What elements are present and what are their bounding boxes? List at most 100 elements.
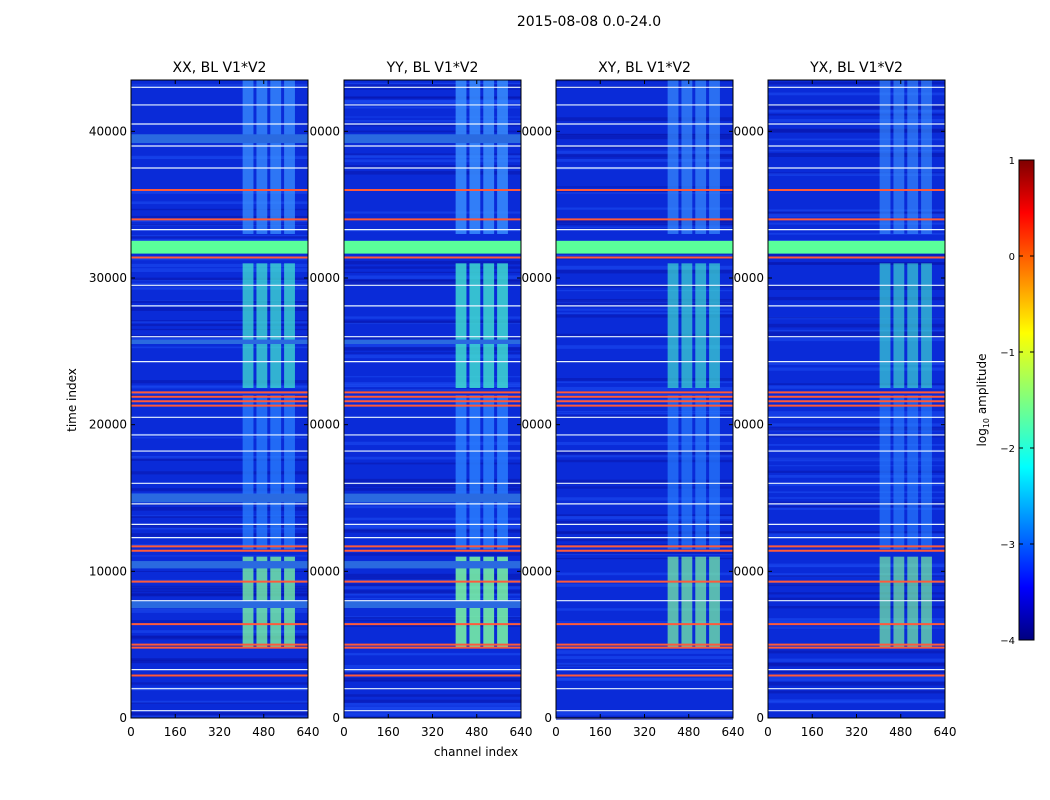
- bright-row: [344, 240, 521, 245]
- rfi-band-block: [681, 80, 693, 234]
- band-artifact: [131, 134, 308, 144]
- noise-row: [131, 607, 308, 611]
- rfi-band-block: [256, 263, 268, 388]
- noise-row: [556, 190, 733, 194]
- colorbar-tick-label: 0: [1009, 252, 1015, 263]
- colorbar-frame: [1018, 159, 1035, 641]
- y-axis-label: time index: [65, 368, 79, 432]
- rfi-band-block: [483, 395, 495, 550]
- noise-row: [131, 659, 308, 664]
- noise-row: [344, 337, 521, 340]
- bright-row: [131, 246, 308, 251]
- noise-row: [556, 454, 733, 458]
- noise-row: [556, 410, 733, 413]
- noise-row: [768, 209, 945, 212]
- colorbar-tick-label: −3: [1000, 540, 1015, 551]
- bright-row: [556, 243, 733, 248]
- band-artifact: [344, 339, 521, 344]
- noise-row: [768, 385, 945, 389]
- rfi-band-block: [709, 556, 720, 648]
- rfi-band-block: [455, 263, 467, 388]
- y-tick-label: 0000: [733, 124, 764, 138]
- noise-row: [131, 700, 308, 704]
- noise-row: [556, 452, 733, 456]
- noise-row: [556, 145, 733, 149]
- noise-row: [131, 437, 308, 439]
- noise-row: [131, 609, 308, 613]
- panels-group: XX, BL V1*V2 0 160 320 480 640 0 10000 20000 3000…: [89, 60, 957, 739]
- noise-row: [768, 470, 945, 473]
- noise-row: [131, 85, 308, 88]
- rfi-band-block: [469, 263, 481, 388]
- panel-2: YY, BL V1*V20 160 320 480 640000000000000000…: [309, 60, 532, 739]
- noise-row: [768, 173, 945, 176]
- noise-row: [344, 487, 521, 491]
- noise-row: [556, 441, 733, 446]
- y-tick-label: 0000: [309, 124, 340, 138]
- noise-row: [556, 253, 733, 255]
- noise-row: [344, 96, 521, 99]
- noise-row: [556, 394, 733, 396]
- noise-row: [344, 592, 521, 596]
- noise-row: [131, 630, 308, 633]
- rfi-band-block: [667, 263, 679, 388]
- noise-row: [131, 300, 308, 303]
- y-tick-label: 0000: [521, 418, 552, 432]
- noise-row: [344, 694, 521, 697]
- noise-row: [131, 236, 308, 239]
- noise-row: [768, 414, 945, 418]
- noise-row: [768, 457, 945, 462]
- noise-row: [768, 423, 945, 427]
- noise-row: [556, 186, 733, 188]
- colorbar-tick-label: −1: [1000, 348, 1015, 359]
- noise-row: [344, 398, 521, 402]
- band-artifact: [344, 600, 521, 608]
- noise-row: [131, 282, 308, 285]
- bright-row: [556, 240, 733, 245]
- noise-row: [556, 381, 733, 384]
- noise-row: [131, 555, 308, 557]
- noise-row: [131, 323, 308, 327]
- rfi-band-block: [284, 263, 295, 388]
- noise-row: [344, 354, 521, 359]
- rfi-band-block: [270, 395, 282, 550]
- panel-title: YX, BL V1*V2: [809, 60, 903, 76]
- rfi-band-block: [893, 556, 905, 648]
- noise-row: [131, 201, 308, 205]
- noise-row: [768, 626, 945, 629]
- noise-row: [556, 550, 733, 554]
- noise-row: [344, 271, 521, 274]
- rfi-band-block: [469, 80, 481, 234]
- bright-row: [131, 249, 308, 254]
- noise-row: [556, 553, 733, 555]
- noise-row: [556, 378, 733, 381]
- band-artifact: [131, 339, 308, 344]
- rfi-band-block: [270, 80, 282, 234]
- noise-row: [768, 153, 945, 155]
- noise-row: [131, 263, 308, 268]
- noise-row: [344, 316, 521, 319]
- rfi-band-block: [681, 395, 693, 550]
- band-artifact: [344, 134, 521, 144]
- noise-row: [131, 300, 308, 302]
- y-tick-label: 0000: [733, 271, 764, 285]
- noise-row: [768, 474, 945, 478]
- noise-row: [131, 620, 308, 624]
- rfi-band-block: [695, 556, 707, 648]
- rfi-band-block: [681, 263, 693, 388]
- rfi-band-block: [284, 80, 295, 234]
- noise-row: [131, 380, 308, 384]
- noise-row: [131, 593, 308, 596]
- noise-row: [768, 606, 945, 609]
- noise-row: [768, 362, 945, 366]
- noise-row: [344, 552, 521, 556]
- noise-row: [768, 618, 945, 621]
- noise-row: [768, 491, 945, 494]
- noise-row: [131, 346, 308, 349]
- noise-row: [344, 529, 521, 533]
- noise-row: [768, 620, 945, 624]
- noise-row: [344, 517, 521, 521]
- noise-row: [556, 136, 733, 140]
- noise-row: [556, 608, 733, 611]
- rfi-band-block: [455, 395, 467, 550]
